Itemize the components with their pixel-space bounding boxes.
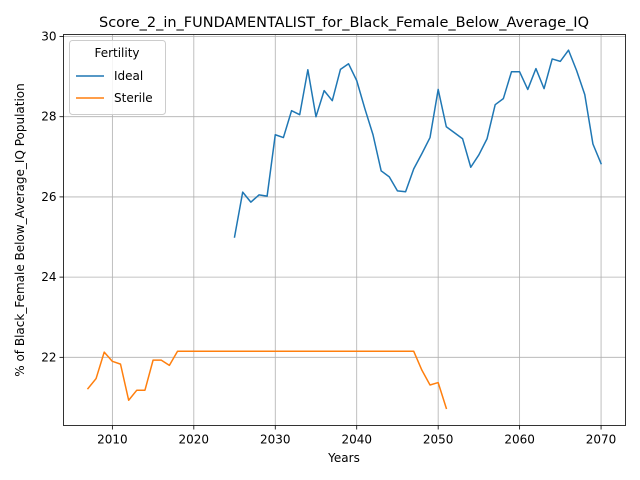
y-tick-label: 30 [41,30,56,44]
x-axis-label: Years [327,451,360,465]
y-axis-label: % of Black_Female Below_Average_IQ Popul… [13,83,27,377]
x-tick-label: 2060 [504,433,535,447]
legend-label-ideal: Ideal [114,69,143,83]
series-line-ideal [233,49,603,238]
y-tick-label: 26 [41,190,56,204]
series-lines [86,49,603,410]
grid [63,34,626,426]
axis-ticks: 2010 2020 2030 2040 2050 2060 2070 22 24 26 28 30 [41,30,616,447]
legend: Fertility Ideal Sterile [69,40,166,115]
x-tick-label: 2030 [260,433,291,447]
x-tick-label: 2050 [423,433,454,447]
legend-box [69,40,166,115]
x-tick-label: 2020 [179,433,210,447]
x-tick-label: 2040 [341,433,372,447]
plot-frame [63,34,626,426]
x-tick-label: 2010 [97,433,128,447]
y-tick-label: 22 [41,350,56,364]
y-tick-label: 28 [41,110,56,124]
chart-title: Score_2_in_FUNDAMENTALIST_for_Black_Fema… [99,15,589,31]
legend-title: Fertility [94,46,139,60]
x-tick-label: 2070 [586,433,617,447]
y-tick-label: 24 [41,270,56,284]
legend-label-sterile: Sterile [114,91,153,105]
series-line-sterile [86,350,448,410]
